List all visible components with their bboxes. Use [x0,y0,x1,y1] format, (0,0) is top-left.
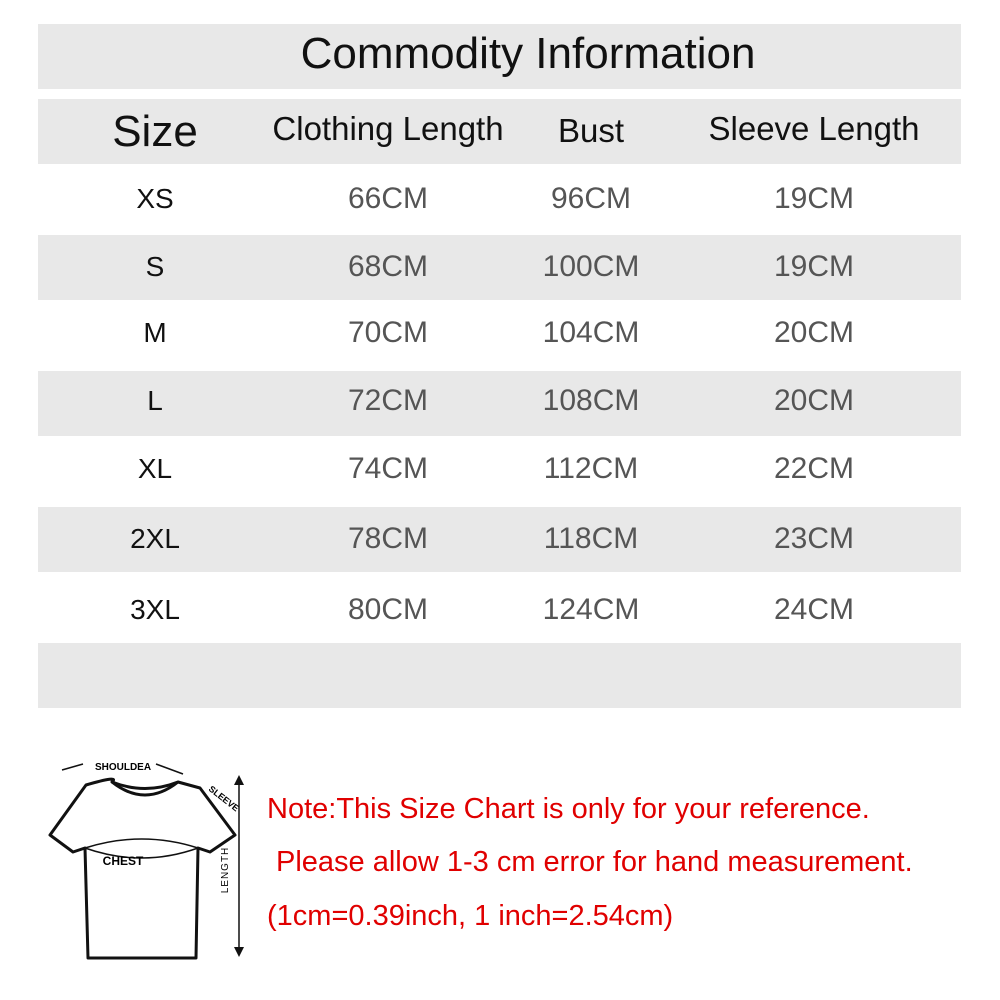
bust-cell: 96CM [550,182,632,215]
sleeve-length-cell: 24CM [773,593,855,626]
note-line-1: Note:This Size Chart is only for your re… [267,793,870,825]
bust-cell: 118CM [543,522,639,555]
size-cell: S [145,251,165,282]
size-cell: M [143,317,167,348]
size-cell: XS [136,183,174,214]
bust-cell: 112CM [543,452,639,485]
sleeve-label: SLEEVE [207,784,241,814]
clothing-length-cell: 68CM [347,250,429,283]
row-band [38,371,961,436]
row-band [38,507,961,572]
header-clothing-length: Clothing Length [272,110,504,147]
size-cell: 3XL [130,594,180,625]
bust-cell: 108CM [542,384,640,417]
sleeve-length-cell: 23CM [773,522,855,555]
clothing-length-cell: 74CM [347,452,429,485]
size-cell: 2XL [130,523,180,554]
header-band [38,99,961,164]
note-line-3: (1cm=0.39inch, 1 inch=2.54cm) [267,900,674,932]
bust-cell: 100CM [542,250,640,283]
sleeve-length-cell: 19CM [773,250,855,283]
note-line-2: Please allow 1-3 cm error for hand measu… [276,846,913,878]
clothing-length-cell: 80CM [347,593,429,626]
sleeve-length-cell: 19CM [773,182,855,215]
header-bust: Bust [557,112,625,149]
sleeve-length-cell: 22CM [773,452,855,485]
clothing-length-cell: 72CM [347,384,429,417]
tshirt-outline [48,777,237,960]
table-title: Commodity Information [300,29,756,78]
tshirt-diagram: SHOULDEA SLEEVE CHEST LENGTH [48,762,244,960]
header-size: Size [112,107,198,156]
header-sleeve-length: Sleeve Length [708,110,920,147]
size-cell: XL [137,453,173,484]
row-band [38,235,961,300]
shoulder-label: SHOULDEA [95,762,151,773]
clothing-length-cell: 78CM [347,522,429,555]
size-cell: L [147,385,163,416]
length-label: LENGTH [220,847,231,894]
bust-cell: 124CM [542,593,640,626]
clothing-length-cell: 70CM [347,316,429,349]
clothing-length-cell: 66CM [347,182,429,215]
chest-label: CHEST [103,854,144,868]
title-band [38,24,961,89]
bust-cell: 104CM [542,316,640,349]
sleeve-length-cell: 20CM [773,316,855,349]
row-band [38,643,961,708]
sleeve-length-cell: 20CM [773,384,855,417]
